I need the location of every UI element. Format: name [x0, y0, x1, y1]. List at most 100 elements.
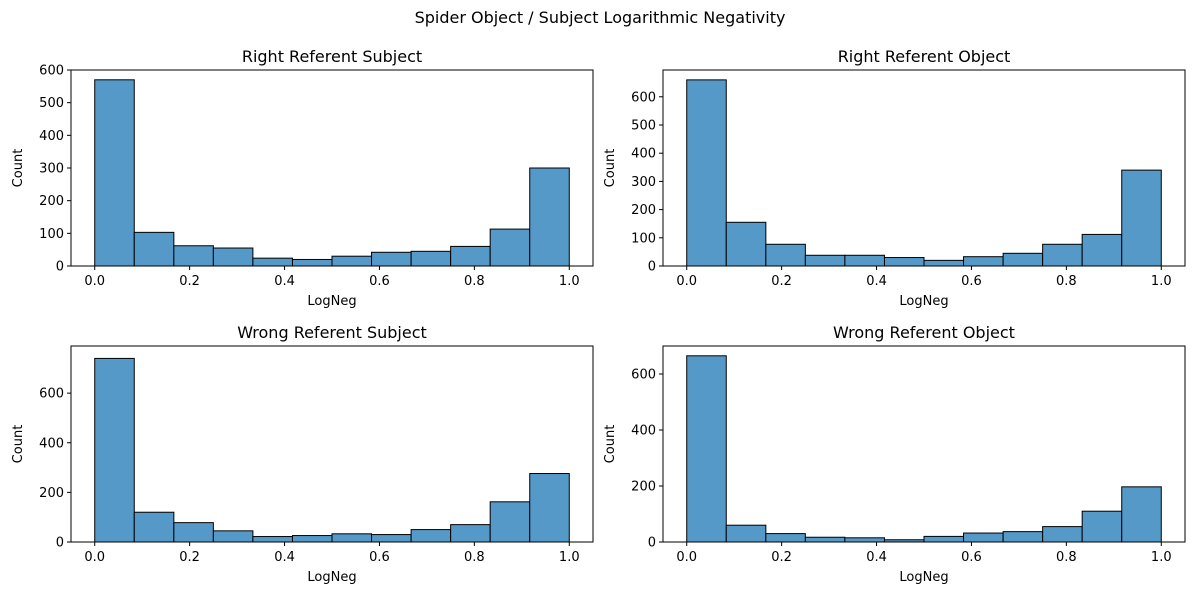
subplot-title: Wrong Referent Object: [833, 323, 1015, 342]
subplot-title: Wrong Referent Subject: [237, 323, 427, 342]
y-tick-label: 200: [39, 486, 64, 501]
figure-title: Spider Object / Subject Logarithmic Nega…: [414, 8, 786, 27]
y-tick-label: 0: [56, 536, 64, 551]
y-tick-label: 500: [39, 96, 64, 111]
x-axis-label: LogNeg: [307, 570, 356, 585]
histogram-bar: [804, 254, 846, 267]
histogram-bar: [291, 258, 333, 267]
subplot-title: Right Referent Object: [838, 47, 1011, 66]
histogram-bar: [883, 257, 925, 267]
y-tick-label: 100: [631, 231, 656, 246]
y-tick-label: 300: [39, 162, 64, 177]
x-tick-label: 0.6: [369, 550, 390, 565]
histogram-bar: [450, 245, 491, 267]
x-tick-label: 0.4: [866, 274, 887, 289]
subplot-3: 0.0 0.2 0.4 0.6 0.8 1.0 0 200 400 600 Wrong Refere…: [11, 323, 594, 585]
histogram-bar: [686, 355, 727, 543]
histogram-bar: [963, 256, 1004, 267]
x-tick-label: 0.4: [866, 550, 887, 565]
y-axis-label: Count: [603, 425, 618, 464]
histogram-bar: [1042, 526, 1083, 543]
y-tick-label: 200: [631, 480, 656, 495]
y-axis-label: Count: [11, 149, 26, 188]
x-tick-label: 1.0: [559, 550, 580, 565]
histogram-bar: [331, 533, 373, 543]
histogram-bar: [371, 534, 412, 543]
histogram-bar: [94, 79, 135, 267]
axes-frame: [70, 345, 594, 543]
histogram-bar: [725, 524, 767, 543]
histogram-bar: [212, 247, 254, 267]
histogram-bar: [173, 522, 214, 543]
x-tick-label: 0.0: [676, 274, 697, 289]
y-tick-label: 400: [39, 129, 64, 144]
histogram-bar: [844, 254, 885, 267]
y-tick-label: 600: [39, 64, 64, 79]
histogram-bar: [133, 511, 175, 543]
y-tick-label: 400: [631, 147, 656, 162]
histogram-bar: [923, 535, 965, 543]
axes-frame: [662, 69, 1186, 267]
x-tick-label: 0.2: [179, 274, 200, 289]
histogram-bar: [923, 259, 965, 267]
histogram-bar: [804, 536, 846, 543]
histogram-bar: [1081, 510, 1123, 543]
x-tick-label: 0.0: [84, 274, 105, 289]
histogram-bar: [1121, 486, 1162, 543]
x-tick-label: 1.0: [559, 274, 580, 289]
histogram-bar: [963, 532, 1004, 543]
y-tick-label: 100: [39, 227, 64, 242]
y-tick-label: 0: [56, 260, 64, 275]
histogram-bar: [133, 231, 175, 267]
histogram-bar: [410, 529, 452, 543]
x-tick-label: 0.8: [464, 550, 485, 565]
x-tick-label: 1.0: [1151, 550, 1172, 565]
y-tick-label: 200: [39, 194, 64, 209]
subplot-2: 0.0 0.2 0.4 0.6 0.8 1.0 0 100 200 300 400 500 600 Rig…: [603, 47, 1186, 309]
histogram-bar: [252, 257, 293, 267]
x-tick-label: 0.8: [464, 274, 485, 289]
y-tick-label: 0: [648, 536, 656, 551]
x-tick-label: 0.4: [274, 550, 295, 565]
x-axis-label: LogNeg: [899, 570, 948, 585]
x-tick-label: 0.8: [1056, 274, 1077, 289]
histogram-bar: [94, 357, 135, 543]
histogram-bar: [371, 251, 412, 267]
x-tick-label: 0.0: [676, 550, 697, 565]
x-tick-label: 0.6: [369, 274, 390, 289]
histogram-bar: [173, 245, 214, 267]
subplot-title: Right Referent Subject: [242, 47, 422, 66]
x-tick-label: 1.0: [1151, 274, 1172, 289]
histogram-bar: [252, 536, 293, 543]
histogram-bar: [1042, 243, 1083, 267]
histogram-bar: [212, 530, 254, 543]
histogram-bar: [450, 524, 491, 543]
y-axis-label: Count: [11, 425, 26, 464]
y-tick-label: 0: [648, 260, 656, 275]
histogram-bar: [844, 537, 885, 543]
histogram-bar: [765, 533, 806, 543]
y-tick-label: 600: [39, 387, 64, 402]
subplot-4: 0.0 0.2 0.4 0.6 0.8 1.0 0 200 400 600 Wrong Refere…: [603, 323, 1186, 585]
histogram-bar: [489, 501, 531, 543]
axes-frame: [662, 345, 1186, 543]
histogram-bar: [529, 473, 570, 543]
histogram-bar: [765, 243, 806, 267]
histogram-bar: [686, 79, 727, 267]
histogram-bar: [291, 535, 333, 543]
histogram-bar: [1002, 252, 1044, 267]
y-tick-label: 400: [631, 424, 656, 439]
histogram-bar: [529, 167, 570, 267]
histogram-bar: [1121, 169, 1162, 267]
y-tick-label: 600: [631, 90, 656, 105]
x-axis-label: LogNeg: [899, 294, 948, 309]
x-tick-label: 0.8: [1056, 550, 1077, 565]
x-axis-label: LogNeg: [307, 294, 356, 309]
histogram-bar: [331, 255, 373, 267]
y-tick-label: 500: [631, 118, 656, 133]
histogram-bar: [489, 228, 531, 267]
subplot-1: 0.0 0.2 0.4 0.6 0.8 1.0 0 100 200 300 400 500 600 Rig…: [11, 47, 594, 309]
y-tick-label: 300: [631, 175, 656, 190]
x-tick-label: 0.2: [771, 550, 792, 565]
histogram-bar: [725, 221, 767, 267]
